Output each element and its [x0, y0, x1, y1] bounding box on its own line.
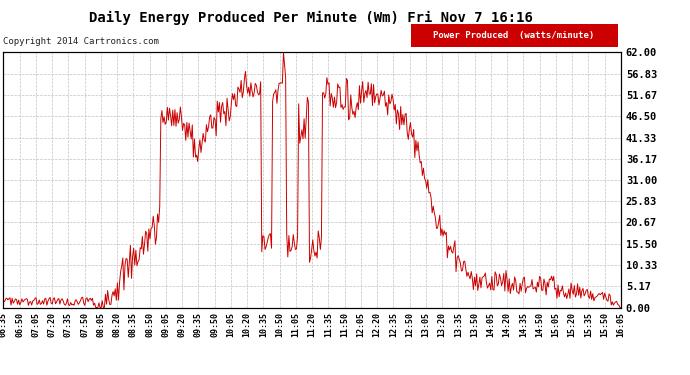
Text: Daily Energy Produced Per Minute (Wm) Fri Nov 7 16:16: Daily Energy Produced Per Minute (Wm) Fr…: [88, 11, 533, 26]
Text: Copyright 2014 Cartronics.com: Copyright 2014 Cartronics.com: [3, 38, 159, 46]
Text: Power Produced  (watts/minute): Power Produced (watts/minute): [433, 31, 595, 40]
